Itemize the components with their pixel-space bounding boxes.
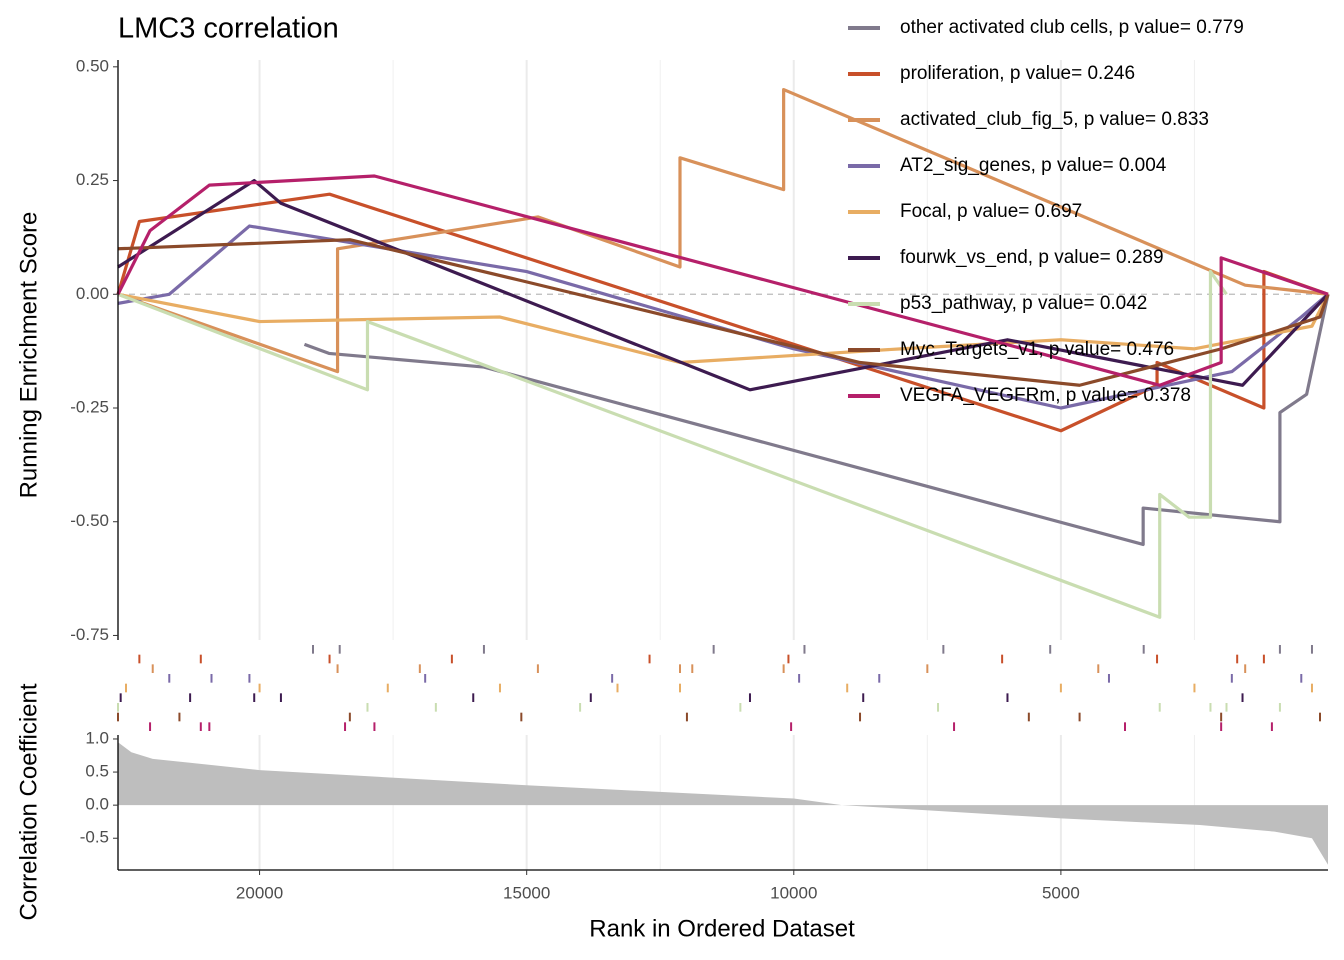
y2-tick-label: 1.0 [85, 728, 109, 747]
legend-label: Focal, p value= 0.697 [900, 201, 1082, 222]
correlation-area [118, 742, 1328, 865]
y-tick-label: -0.50 [70, 511, 109, 530]
y-tick-label: 0.25 [76, 170, 109, 189]
y2-tick-label: 0.0 [85, 795, 109, 814]
legend-label: activated_club_fig_5, p value= 0.833 [900, 109, 1209, 130]
x-tick-label: 20000 [236, 883, 283, 902]
y2-axis-label: Correlation Coefficient [15, 683, 42, 920]
y-axis-label: Running Enrichment Score [15, 212, 42, 499]
enrichment-line [117, 224, 1330, 410]
y-tick-label: -0.75 [70, 625, 109, 644]
y-tick-label: 0.00 [76, 284, 109, 303]
y2-tick-label: -0.5 [80, 828, 109, 847]
legend-label: AT2_sig_genes, p value= 0.004 [900, 155, 1167, 176]
y2-tick-label: 0.5 [85, 762, 109, 781]
legend-label: VEGFA_VEGFRm, p value= 0.378 [900, 385, 1191, 406]
enrichment-line [117, 87, 1329, 374]
y-tick-label: -0.25 [70, 397, 109, 416]
x-tick-label: 15000 [503, 883, 550, 902]
x-tick-label: 5000 [1042, 883, 1080, 902]
enrichment-line [116, 174, 1329, 387]
enrichment-line [117, 269, 1228, 619]
legend-label: other activated club cells, p value= 0.7… [900, 17, 1244, 38]
legend-label: fourwk_vs_end, p value= 0.289 [900, 247, 1164, 268]
enrichment-line [303, 293, 1330, 547]
x-tick-label: 10000 [770, 883, 817, 902]
enrichment-line [117, 178, 1330, 392]
legend-label: p53_pathway, p value= 0.042 [900, 293, 1147, 314]
y-tick-label: 0.50 [76, 56, 109, 75]
legend-label: proliferation, p value= 0.246 [900, 63, 1135, 84]
legend-label: Myc_Targets_v1, p value= 0.476 [900, 339, 1174, 360]
x-axis-label: Rank in Ordered Dataset [589, 915, 855, 942]
chart-title: LMC3 correlation [118, 13, 339, 45]
enrichment-line [117, 238, 1330, 387]
